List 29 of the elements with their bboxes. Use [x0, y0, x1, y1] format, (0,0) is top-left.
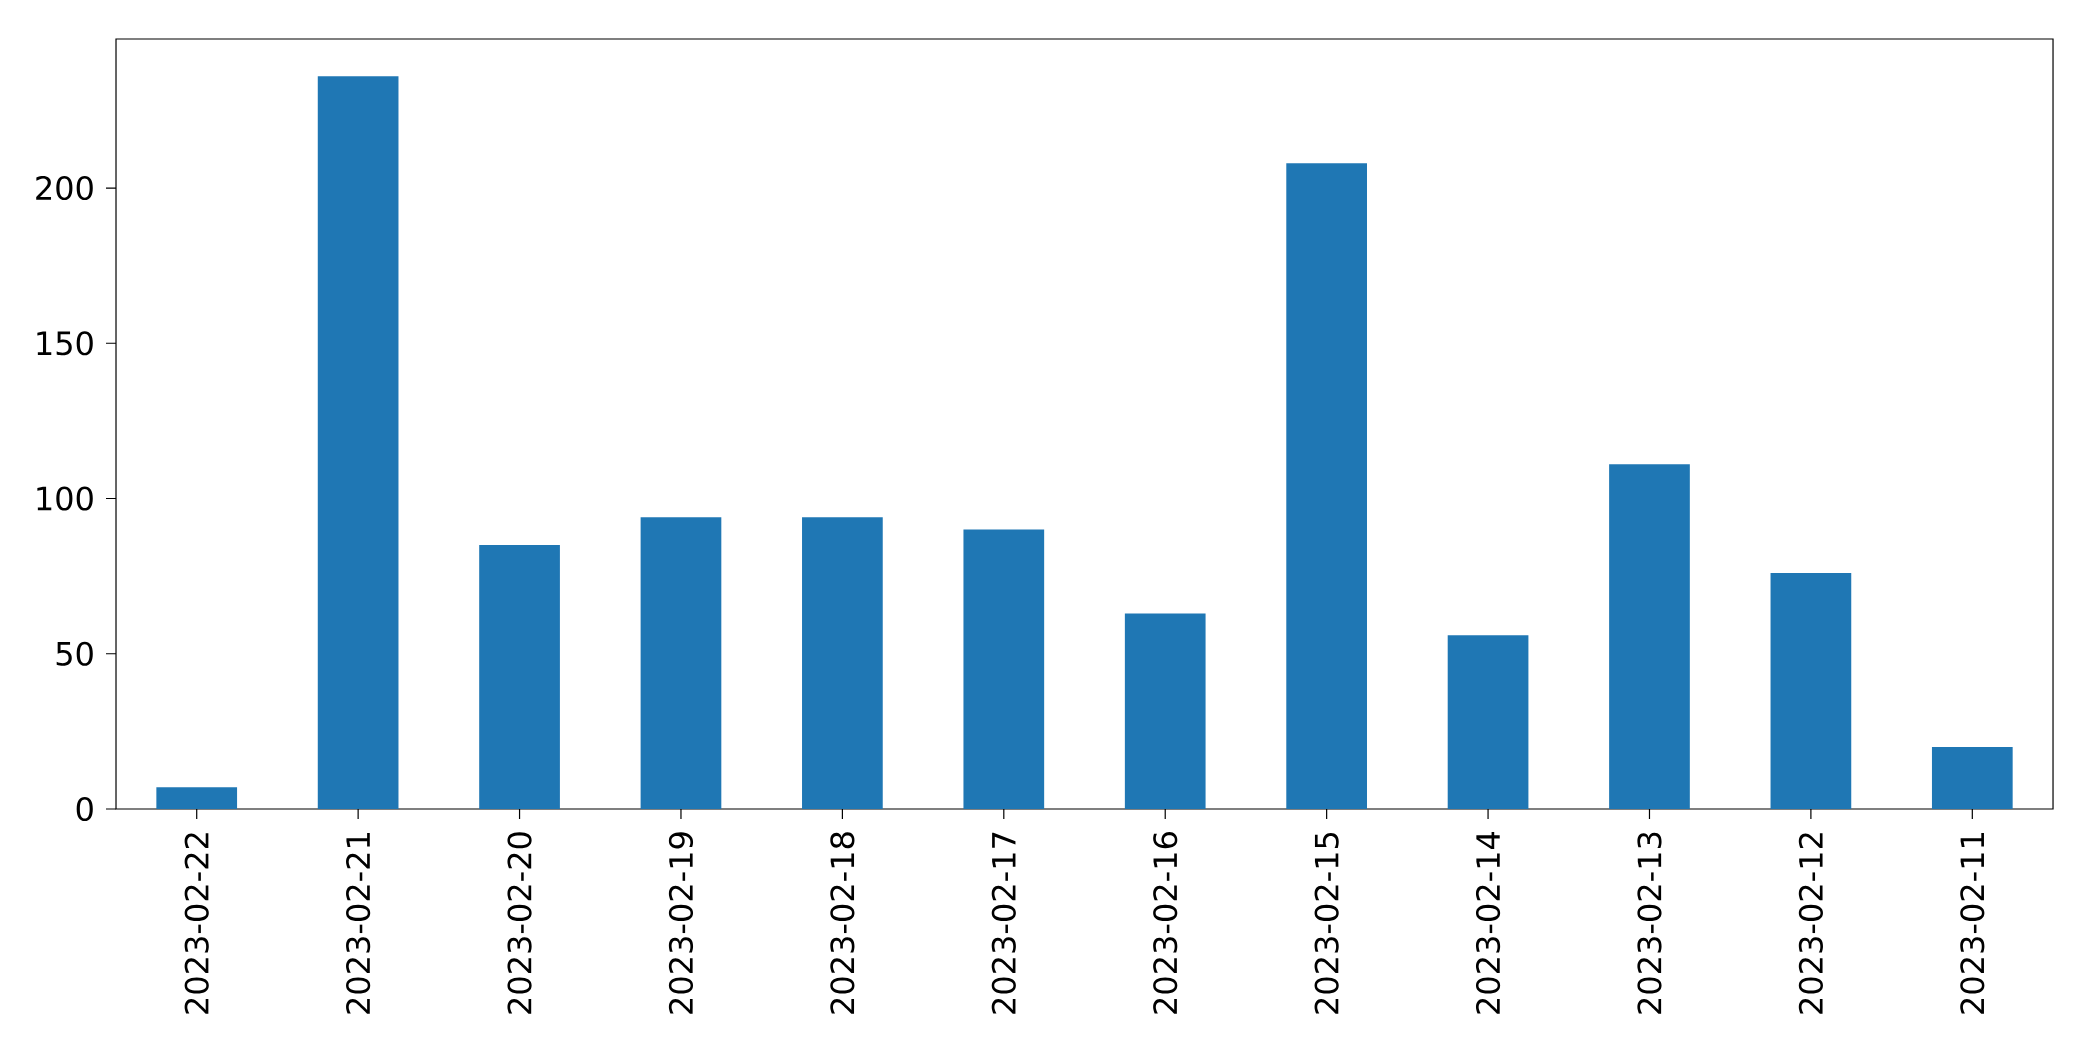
bar	[479, 545, 560, 809]
bar	[1447, 635, 1529, 809]
x-tick-label: 2023-02-17	[991, 832, 1016, 1014]
x-tick-label: 2023-02-11	[1960, 833, 1985, 1014]
bar	[1286, 163, 1367, 809]
bar	[317, 76, 399, 809]
bar	[1124, 613, 1206, 809]
x-tick-label: 2023-02-14	[1475, 831, 1501, 1014]
bar	[1609, 464, 1690, 809]
bar	[1931, 746, 2013, 809]
x-tick-label: 2023-02-18	[830, 832, 855, 1014]
y-tick-label: 100	[37, 486, 93, 511]
x-tick-label: 2023-02-16	[1153, 832, 1178, 1014]
x-tick-label: 2023-02-13	[1637, 832, 1662, 1014]
x-tick-label: 2023-02-19	[668, 832, 694, 1014]
bar	[963, 529, 1045, 809]
y-tick-label: 150	[37, 331, 93, 356]
x-tick-label: 2023-02-20	[507, 832, 532, 1014]
x-tick-label: 2023-02-21	[346, 833, 371, 1014]
y-tick-label: 50	[56, 641, 93, 666]
y-tick-label: 0	[76, 796, 93, 822]
bar	[640, 517, 722, 809]
bar	[802, 517, 883, 809]
bar	[1770, 573, 1852, 809]
y-tick-label: 200	[36, 175, 93, 201]
x-tick-label: 2023-02-12	[1798, 833, 1823, 1014]
x-tick-label: 2023-02-15	[1314, 832, 1339, 1014]
x-tick-label: 2023-02-22	[184, 833, 209, 1014]
bar	[156, 787, 238, 809]
